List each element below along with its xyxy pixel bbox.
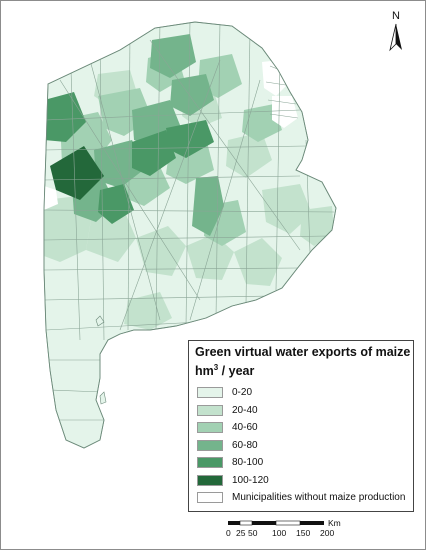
legend-item: 100-120 bbox=[197, 472, 405, 490]
legend-item: 0-20 bbox=[197, 384, 405, 402]
north-arrow: N bbox=[385, 10, 407, 54]
north-arrow-icon bbox=[389, 23, 402, 52]
municipality-region bbox=[234, 238, 282, 286]
legend-item: Municipalities without maize production bbox=[197, 489, 405, 507]
municipality-region bbox=[50, 146, 104, 200]
scale-tick-label: 25 bbox=[236, 528, 246, 538]
municipality-region bbox=[226, 132, 272, 178]
legend-label: 80-100 bbox=[232, 457, 264, 469]
municipality-regions bbox=[44, 22, 335, 421]
legend-label: 40-60 bbox=[232, 422, 258, 434]
province-outline bbox=[43, 21, 337, 449]
legend-label: Municipalities without maize production bbox=[232, 492, 406, 504]
legend-unit: hm3 / year bbox=[195, 363, 255, 379]
scale-bar: Km 0 25 50 100 150 200 bbox=[222, 518, 362, 543]
legend-label: 60-80 bbox=[232, 439, 258, 451]
municipality-region bbox=[150, 34, 196, 78]
scale-tick-label: 150 bbox=[296, 528, 311, 538]
scale-tick-label: 200 bbox=[320, 528, 335, 538]
legend-swatch bbox=[197, 422, 223, 434]
legend-swatch bbox=[197, 439, 223, 451]
legend-swatch bbox=[197, 474, 223, 486]
north-label: N bbox=[392, 10, 400, 22]
municipality-region bbox=[272, 96, 298, 128]
island bbox=[99, 391, 107, 405]
legend-label: 0-20 bbox=[232, 387, 253, 399]
municipality-region bbox=[124, 292, 172, 330]
legend-title: Green virtual water exports of maize bbox=[195, 345, 411, 359]
legend-label: 20-40 bbox=[232, 404, 258, 416]
legend-item: 80-100 bbox=[197, 454, 405, 472]
municipality-region bbox=[132, 130, 176, 176]
legend-item: 60-80 bbox=[197, 437, 405, 455]
legend-label: 100-120 bbox=[232, 474, 269, 486]
municipality-region bbox=[86, 210, 136, 262]
scale-tick-label: 50 bbox=[248, 528, 258, 538]
municipality-region bbox=[166, 120, 214, 158]
island bbox=[95, 315, 105, 327]
legend-swatch bbox=[197, 404, 223, 416]
map-legend: Green virtual water exports of maize hm3… bbox=[188, 340, 414, 512]
legend-swatch bbox=[197, 457, 223, 469]
legend-swatch bbox=[197, 492, 223, 504]
municipality-region bbox=[98, 184, 134, 224]
municipality-region bbox=[262, 184, 312, 234]
legend-item: 40-60 bbox=[197, 419, 405, 437]
scale-tick-label: 0 bbox=[226, 528, 231, 538]
scale-tick-label: 100 bbox=[272, 528, 287, 538]
legend-item: 20-40 bbox=[197, 402, 405, 420]
scale-bar-graphic bbox=[228, 520, 324, 526]
legend-items: 0-20 20-40 40-60 60-80 80-100 100-120 Municipa… bbox=[197, 384, 405, 507]
scale-unit: Km bbox=[328, 518, 341, 528]
municipality-region bbox=[192, 176, 224, 236]
legend-swatch bbox=[197, 387, 223, 399]
municipality-region bbox=[44, 186, 58, 210]
